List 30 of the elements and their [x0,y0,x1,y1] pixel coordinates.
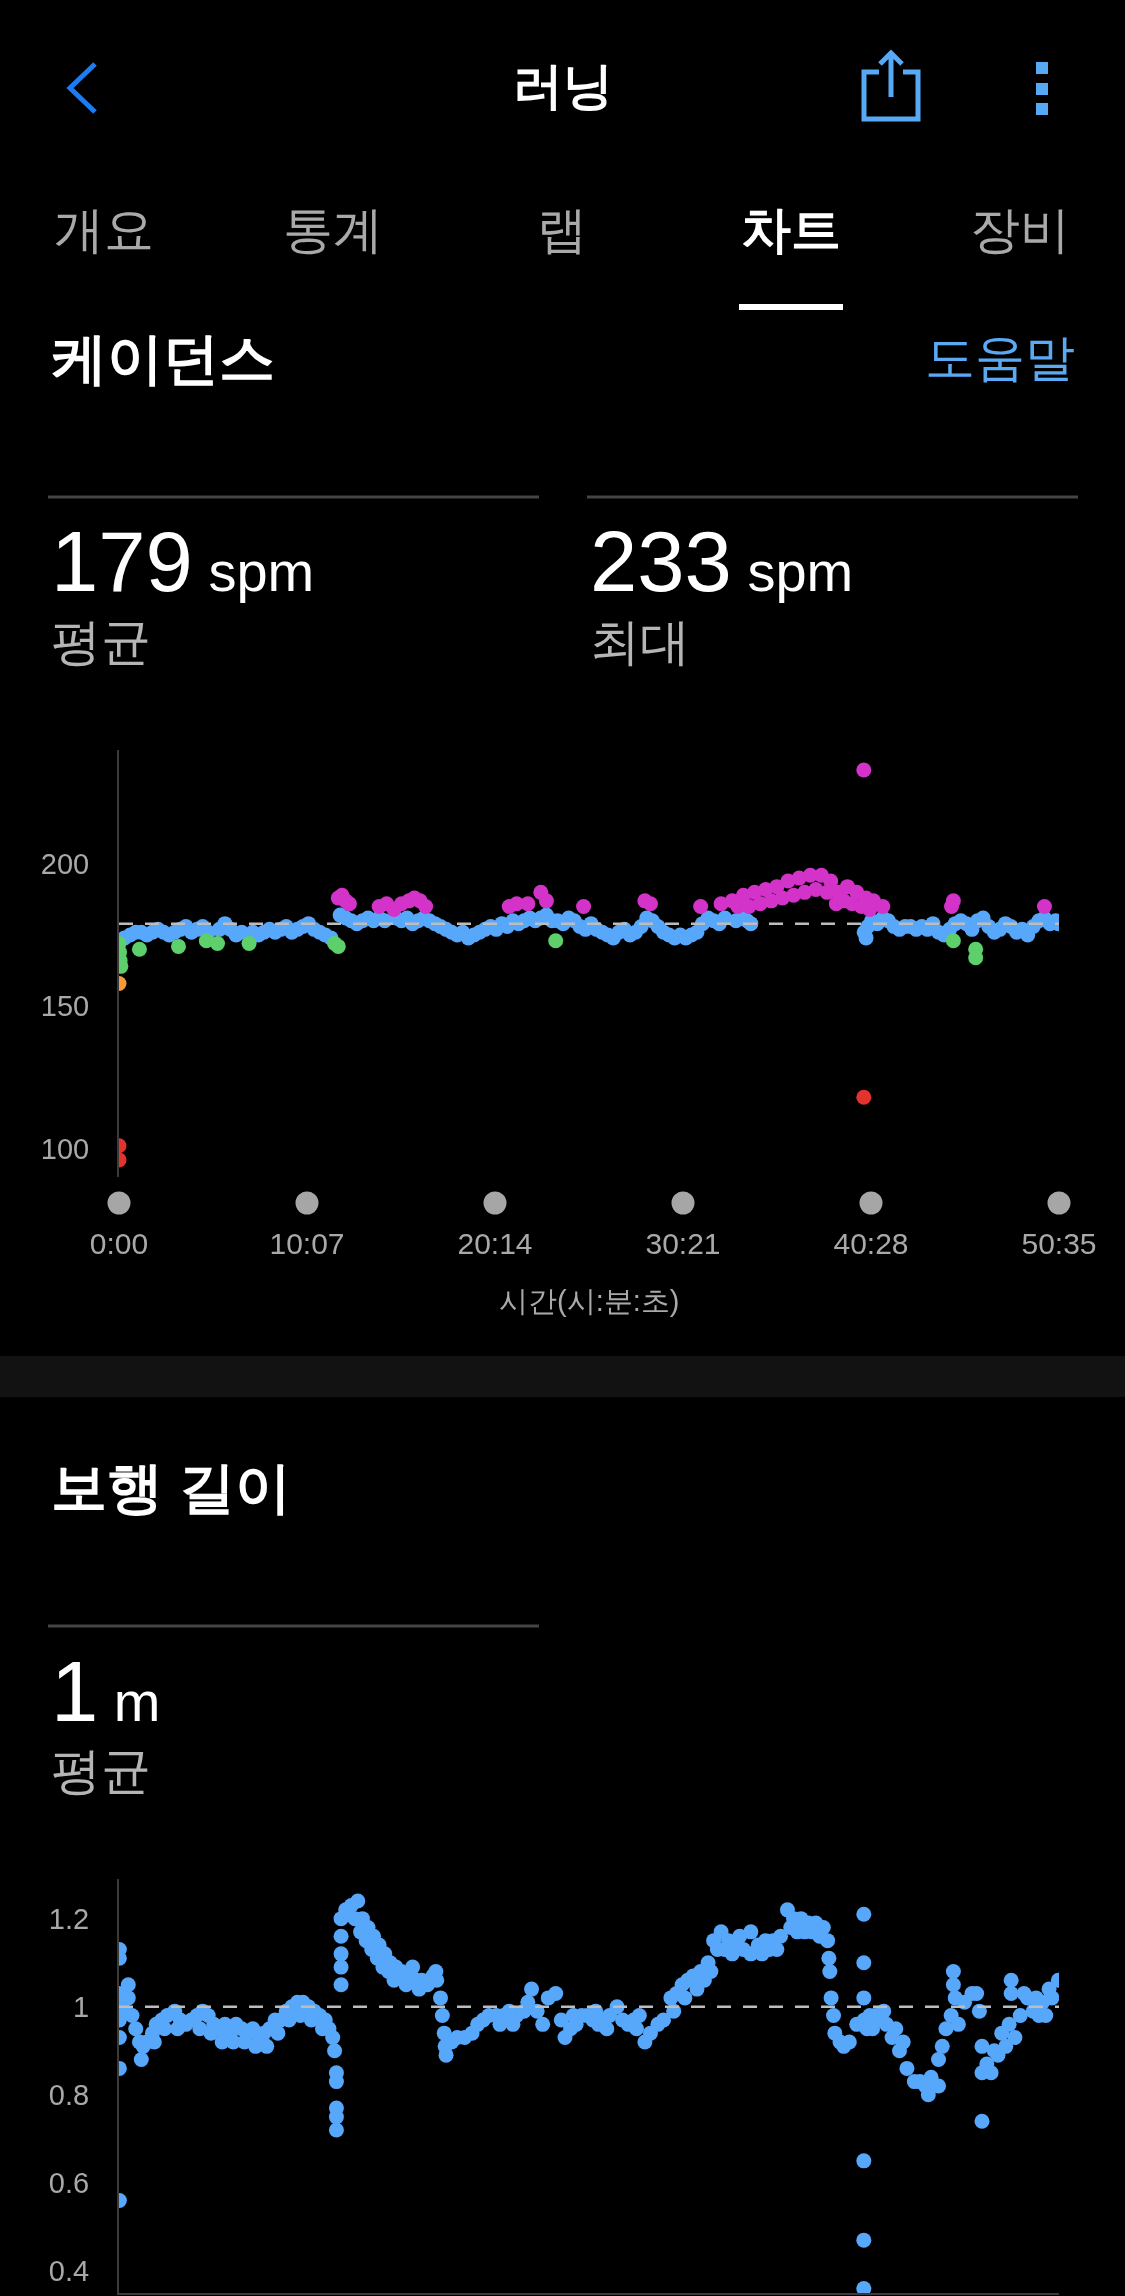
chart-title: 케이던스 [51,327,275,390]
text: 179 spm [51,514,315,609]
x-tick-label: 0:00 [89,1227,149,1260]
text: 통계 [283,202,383,258]
text: 도움말 [925,330,1075,386]
chart-title: 보행 길이 [51,1456,291,1519]
y-tick-label: 1 [73,1990,90,2023]
text: 차트 [741,202,841,258]
text: 1 m [51,1644,161,1739]
x-tick-label: 20:14 [457,1227,533,1260]
text: 랩 [537,202,587,258]
x-tick-label: 30:21 [645,1227,721,1260]
y-tick-label: 200 [40,848,90,881]
text: 평균 [51,614,151,670]
text: 개요 [54,202,154,258]
text: 최대 [590,614,690,670]
y-tick-label: 150 [40,990,90,1023]
y-tick-label: 0.6 [48,2167,90,2200]
text: 233 spm [590,514,854,609]
text: 장비 [970,202,1070,258]
text: 평균 [51,1743,151,1799]
x-axis-title: 시간(시:분:초) [499,1285,680,1317]
y-tick-label: 0.8 [48,2078,90,2111]
y-tick-label: 1.2 [48,1902,90,1935]
text: 러닝 [513,58,613,114]
x-tick-label: 50:35 [1021,1227,1097,1260]
y-tick-label: 100 [40,1132,90,1165]
y-tick-label: 0.4 [48,2255,90,2288]
x-tick-label: 10:07 [269,1227,345,1260]
x-tick-label: 40:28 [833,1227,909,1260]
